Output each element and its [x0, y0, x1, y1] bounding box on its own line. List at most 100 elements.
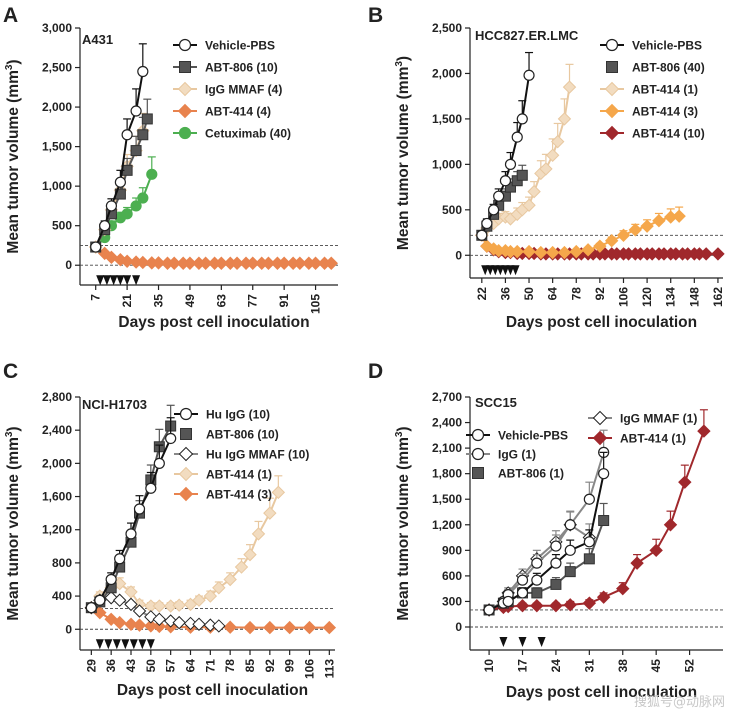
data-point — [277, 256, 291, 270]
data-point — [198, 256, 213, 270]
x-tick-label: 148 — [687, 287, 701, 307]
x-axis-title: Days post cell inoculation — [117, 682, 308, 699]
y-axis-title-close: ) — [395, 56, 412, 61]
data-point — [203, 618, 218, 632]
data-point — [152, 612, 167, 627]
data-point — [628, 223, 643, 237]
x-tick-label: 77 — [246, 294, 260, 308]
data-point — [678, 475, 692, 489]
data-point — [223, 572, 237, 587]
legend-swatch-marker — [471, 428, 485, 442]
x-tick-label: 24 — [549, 659, 563, 673]
dosing-arrow — [95, 639, 104, 650]
x-tick-label: 52 — [683, 659, 697, 673]
x-tick-label: 50 — [144, 659, 158, 673]
legend-label: ABT-414 (1) — [206, 468, 272, 482]
data-point — [121, 129, 133, 141]
data-point — [516, 113, 528, 125]
data-point — [172, 598, 186, 612]
data-point — [120, 254, 134, 268]
cell-line-title: A431 — [82, 32, 113, 47]
y-axis-title-text: Mean tumor volume (mm — [395, 437, 412, 620]
data-point — [302, 620, 317, 635]
y-tick-label: 1,500 — [432, 492, 462, 506]
data-point — [282, 620, 297, 635]
y-tick-label: 2,000 — [432, 66, 462, 80]
x-tick-label: 64 — [184, 659, 198, 673]
data-point — [530, 598, 544, 613]
y-tick-label: 0 — [455, 620, 462, 634]
dosing-arrow — [496, 265, 505, 276]
y-tick-label: 400 — [52, 589, 72, 603]
legend-label: ABT-806 (10) — [205, 61, 278, 75]
data-point — [322, 620, 337, 635]
data-point — [130, 145, 142, 157]
legend-label: ABT-414 (10) — [632, 127, 705, 141]
data-point — [243, 547, 257, 562]
x-axis-title: Days post cell inoculation — [506, 314, 697, 331]
data-point — [212, 619, 226, 633]
data-point — [531, 587, 543, 599]
data-point — [557, 112, 572, 126]
x-tick-label: 31 — [582, 659, 596, 673]
data-point — [124, 617, 138, 631]
data-point — [583, 536, 595, 548]
x-tick-label: 99 — [283, 659, 297, 673]
x-tick-label: 162 — [711, 287, 725, 307]
y-tick-label: 2,800 — [42, 390, 72, 404]
y-tick-label: 500 — [52, 219, 72, 233]
x-axis-title: Days post cell inoculation — [118, 314, 309, 331]
data-point — [263, 506, 277, 520]
data-point — [153, 457, 165, 469]
data-point — [223, 620, 237, 634]
x-tick-label: 38 — [616, 659, 630, 673]
y-tick-label: 2,000 — [42, 100, 72, 114]
data-point — [604, 234, 619, 248]
y-axis-title-close: ) — [5, 59, 22, 64]
data-point — [523, 69, 535, 81]
series-hu-igg-10 — [85, 417, 177, 614]
dosing-arrow — [491, 265, 500, 276]
y-tick-label: 1,600 — [42, 490, 72, 504]
data-point — [152, 619, 167, 634]
y-tick-label: 1,500 — [432, 112, 462, 126]
dosing-arrow — [501, 265, 510, 276]
data-point — [214, 256, 229, 270]
legend-swatch-marker — [177, 81, 193, 97]
legend-label: ABT-414 (3) — [632, 105, 698, 119]
data-point — [697, 424, 711, 438]
x-tick-label: 134 — [664, 287, 678, 307]
data-point — [137, 65, 149, 78]
data-point — [246, 256, 260, 270]
data-point — [85, 602, 97, 614]
data-point — [616, 228, 631, 242]
panel-letter: D — [368, 360, 383, 383]
dosing-arrow — [138, 639, 147, 650]
legend-label: IgG MMAF (4) — [205, 83, 282, 97]
legend-label: ABT-806 (1) — [498, 467, 564, 481]
dosing-arrow — [481, 265, 490, 276]
y-axis-title-superscript: 3 — [394, 61, 405, 67]
data-point — [261, 256, 276, 270]
cell-line-title: SCC15 — [475, 395, 517, 410]
y-tick-label: 500 — [442, 203, 462, 217]
data-point — [583, 553, 595, 565]
legend-swatch-marker — [605, 38, 619, 52]
dosing-arrow — [129, 639, 138, 650]
y-tick-label: 2,500 — [42, 61, 72, 75]
y-tick-label: 2,500 — [432, 21, 462, 35]
x-tick-label: 36 — [498, 287, 512, 301]
data-point — [136, 255, 150, 270]
legend-label: Cetuximab (40) — [205, 127, 291, 141]
chart-panel-d: D SCC15 0 300 600 900 1,200 1,500 1,800 2,100 2,40… — [368, 360, 723, 701]
data-point — [582, 596, 597, 610]
chart-panel-c: C NCI-H1703 0 400 800 1,200 1,600 2,000 2,400 2,8… — [3, 360, 336, 699]
y-tick-label: 2,700 — [432, 390, 462, 404]
y-axis-title-text: Mean tumor volume (mm — [395, 67, 412, 250]
data-point — [124, 597, 138, 612]
data-point — [550, 578, 562, 590]
data-point — [152, 599, 167, 613]
x-axis-title: Days post cell inoculation — [506, 684, 697, 701]
data-point — [562, 80, 577, 94]
y-axis-title-close: ) — [5, 426, 22, 431]
